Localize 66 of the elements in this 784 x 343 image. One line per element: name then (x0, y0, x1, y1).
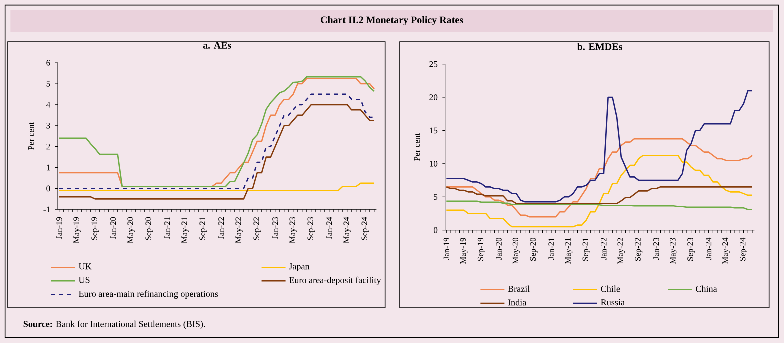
y-tick-label: 5 (434, 194, 438, 200)
y-tick-label: 4 (46, 102, 50, 108)
y-tick-label: 0 (434, 227, 438, 234)
x-tick-label: May-19 (460, 238, 468, 264)
x-tick-label: Sep-19 (478, 238, 486, 261)
x-tick-label: Jan-21 (164, 218, 170, 240)
y-tick-label: 3 (46, 122, 50, 129)
y-tick-label: 5 (46, 81, 50, 87)
legend-label: Japan (289, 264, 310, 272)
y-tick-label: 1 (47, 164, 50, 171)
y-tick-label: 6 (46, 60, 50, 66)
x-tick-label: May-23 (290, 217, 298, 244)
x-tick-label: Sep-20 (146, 217, 154, 240)
legend-label: US (78, 277, 90, 284)
legend-label: Russia (601, 300, 625, 306)
x-tick-label: Sep-24 (740, 238, 748, 261)
x-tick-label: Jan-24 (706, 238, 712, 260)
x-tick-label: May-24 (344, 217, 352, 244)
legend-label: UK (78, 264, 92, 270)
legend-label: India (508, 299, 527, 306)
x-tick-label: Jan-19 (56, 217, 62, 240)
x-tick-label: May-21 (182, 218, 190, 244)
legend-label: Chile (601, 286, 620, 292)
y-tick-label: 2 (46, 144, 50, 150)
x-tick-label: Sep-21 (582, 238, 590, 261)
x-tick-label: Sep-24 (362, 217, 370, 240)
x-tick-label: May-24 (722, 238, 730, 264)
y-tick-label: -1 (44, 206, 50, 213)
y-tick-label: 10 (430, 161, 438, 167)
x-tick-label: May-22 (618, 238, 626, 264)
chart-title: b. EMDEs (577, 43, 622, 50)
y-tick-label: 25 (430, 61, 438, 68)
y-tick-label: 15 (430, 128, 438, 134)
text: Chart II.2 Monetary Policy Rates (320, 16, 464, 26)
x-tick-label: Jan-22 (601, 238, 607, 260)
x-tick-label: Jan-19 (444, 238, 450, 260)
x-tick-label: Jan-20 (496, 238, 502, 260)
x-tick-label: May-20 (512, 238, 520, 264)
x-tick-label: Jan-24 (326, 217, 332, 240)
text: Source: Bank for International Settlements (BIS). (24, 320, 206, 330)
y-axis-title: Per cent (28, 122, 34, 150)
y-tick-label: 0 (46, 186, 50, 192)
x-tick-label: Jan-23 (654, 238, 660, 260)
legend-label: Brazil (508, 286, 530, 292)
x-tick-label: Sep-19 (92, 217, 100, 240)
x-tick-label: Jan-21 (548, 238, 554, 260)
x-tick-label: Jan-20 (110, 217, 116, 240)
x-tick-label: Sep-23 (688, 238, 696, 261)
x-tick-label: Jan-22 (218, 218, 224, 240)
x-tick-label: Sep-21 (200, 218, 208, 240)
x-tick-label: May-23 (670, 238, 678, 264)
x-tick-label: May-19 (74, 217, 82, 244)
x-tick-label: May-20 (128, 217, 136, 244)
legend-label: China (696, 286, 718, 292)
x-tick-label: May-22 (236, 218, 244, 244)
x-tick-label: May-21 (565, 238, 573, 264)
x-tick-label: Sep-20 (530, 238, 538, 261)
x-tick-label: Sep-23 (308, 217, 316, 240)
x-tick-label: Jan-23 (272, 217, 278, 240)
y-tick-label: 20 (430, 94, 438, 100)
legend-label: Euro area-main refinancing operations (79, 290, 218, 299)
x-tick-label: Sep-22 (254, 218, 262, 240)
x-tick-label: Sep-22 (635, 238, 643, 261)
chart-title: a. AEs (203, 42, 232, 49)
y-axis-title: Per cent (414, 133, 420, 162)
legend-label: Euro area-deposit facility (289, 276, 382, 286)
